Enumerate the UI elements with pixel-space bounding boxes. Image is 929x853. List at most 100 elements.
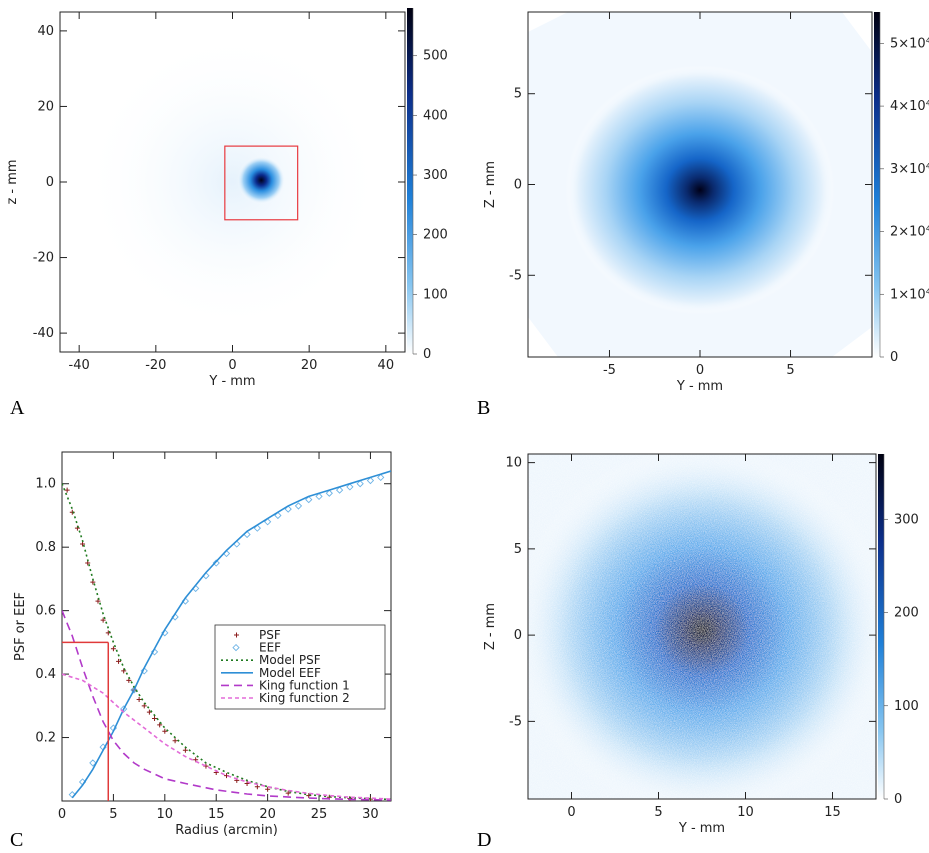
colorbar-tick-label: 0 — [890, 350, 898, 365]
eef-point — [356, 480, 364, 488]
x-tick-label: 0 — [567, 805, 575, 820]
colorbar-tick-label: 300 — [423, 168, 448, 183]
colorbar — [878, 454, 884, 799]
plot-frame — [527, 453, 877, 800]
series-line — [62, 610, 391, 801]
psf-point — [116, 658, 122, 664]
eef-point — [294, 502, 303, 510]
x-axis-label: Radius (arcmin) — [175, 823, 278, 838]
eef-point — [274, 511, 282, 520]
y-tick-label: -5 — [509, 714, 522, 729]
psf-point — [285, 790, 291, 796]
panel-a: -40 -20 0 20 40 -40 -20 0 20 40 Y - mm z - mm 0 100 20… — [5, 8, 448, 389]
y-axis-label: PSF or EEF — [13, 592, 28, 661]
psf-point — [244, 781, 250, 787]
legend-item: King function 2 — [221, 691, 350, 705]
x-tick-label: 25 — [311, 807, 328, 822]
legend-box — [214, 624, 386, 710]
y-tick-label: 0 — [514, 628, 522, 643]
psf-point — [136, 696, 142, 702]
series-line — [71, 470, 391, 799]
legend-item: Model EEF — [221, 666, 321, 680]
y-tick-label: 0 — [514, 178, 522, 193]
y-tick-label: 10 — [505, 456, 522, 471]
y-tick-label: 5 — [514, 87, 522, 102]
y-tick-label: -40 — [33, 326, 54, 341]
legend-label: King function 2 — [259, 691, 350, 705]
psf-point — [95, 598, 101, 604]
zoom-region-box — [224, 145, 299, 221]
eef-point — [253, 524, 261, 532]
eef-point — [346, 483, 354, 491]
x-tick-label: 40 — [378, 358, 395, 373]
y-tick-label: 40 — [37, 24, 54, 39]
eef-point — [325, 489, 333, 497]
eef-point — [212, 559, 220, 567]
y-tick-label: 20 — [37, 99, 54, 114]
x-tick-label: 15 — [208, 807, 225, 822]
x-tick-label: -20 — [145, 358, 166, 373]
colorbar-tick-label: 200 — [894, 606, 919, 621]
legend-item: EEF — [232, 641, 281, 655]
colorbar-tick-label: 400 — [423, 108, 448, 123]
legend-item: King function 1 — [221, 678, 350, 692]
eef-point — [284, 505, 292, 513]
series-king-function-2 — [62, 673, 391, 800]
x-tick-label: 5 — [109, 807, 117, 822]
psf-point — [265, 786, 271, 792]
colorbar-tick-label: 300 — [894, 512, 919, 527]
colorbar — [874, 12, 880, 357]
y-axis-label: Z - mm — [483, 161, 498, 208]
colorbar-tick-label: 0 — [894, 792, 902, 807]
colorbar-tick-label: 500 — [423, 49, 448, 64]
psf-point — [182, 747, 188, 753]
y-tick-label: 5 — [514, 542, 522, 557]
colorbar-tick-label: 2×10⁴ — [890, 225, 929, 240]
x-tick-label: 15 — [824, 805, 841, 820]
psf-point — [152, 716, 158, 722]
psf-core — [528, 454, 876, 799]
x-tick-label: 10 — [157, 807, 174, 822]
legend-item: Model PSF — [221, 653, 321, 667]
legend-label: EEF — [259, 641, 281, 655]
panel-label-a: A — [10, 397, 25, 419]
legend-label: King function 1 — [259, 678, 350, 692]
legend-swatch — [232, 643, 240, 652]
eef-point — [305, 495, 313, 504]
psf-point — [64, 487, 70, 493]
plot-frame — [61, 451, 392, 802]
eef-point — [140, 667, 148, 675]
psf-point — [110, 646, 116, 652]
y-tick-label: 1.0 — [35, 477, 56, 492]
psf-point — [162, 728, 168, 734]
eef-point — [263, 518, 272, 526]
psf-point — [100, 617, 106, 623]
x-tick-label: 5 — [654, 805, 662, 820]
eef-point — [335, 486, 344, 494]
legend-label: Model EEF — [259, 666, 321, 680]
heatmap-layer — [528, 12, 872, 357]
series-king-function-1 — [62, 610, 391, 801]
x-tick-label: 0 — [696, 363, 704, 378]
y-tick-label: -5 — [509, 268, 522, 283]
x-tick-label: 0 — [228, 358, 236, 373]
y-tick-label: 0 — [46, 175, 54, 190]
panel-d: 0 5 10 15 -5 0 5 10 Y - mm Z - mm 0 100 200 300 — [483, 453, 919, 836]
x-tick-label: 5 — [786, 363, 794, 378]
psf-core — [565, 64, 835, 315]
series-line — [62, 673, 391, 800]
colorbar-tick-label: 3×10⁴ — [890, 162, 929, 177]
series-model-eef — [71, 470, 391, 799]
x-tick-label: 20 — [259, 807, 276, 822]
eef-point — [315, 492, 323, 501]
psf-point — [141, 703, 147, 709]
psf-point — [80, 541, 86, 547]
panel-label-c: C — [10, 829, 23, 851]
eef-point — [377, 473, 385, 482]
y-axis-label: z - mm — [5, 159, 20, 204]
legend-swatch — [234, 632, 239, 638]
x-tick-label: 0 — [58, 807, 66, 822]
colorbar-tick-label: 100 — [423, 287, 448, 302]
eef-point — [366, 476, 375, 485]
